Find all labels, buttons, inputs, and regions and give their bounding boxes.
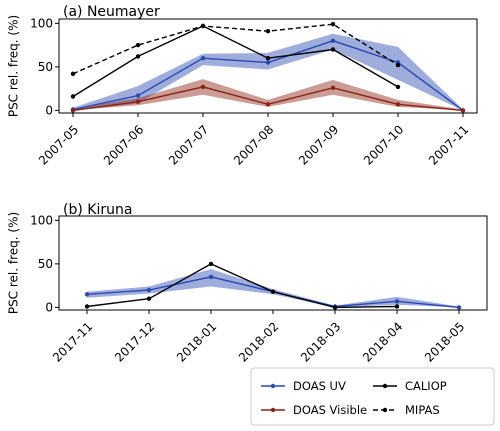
panel-title: (a) Neumayer [63,4,160,20]
x-tick-label: 2007-11 [426,122,471,167]
legend-box [250,367,495,426]
point-caliop [135,54,141,59]
point-caliop [146,296,152,301]
x-tick-label: 2018-02 [236,319,281,364]
point-caliop [394,304,400,309]
x-tick-label: 2007-06 [101,122,146,167]
point-doas-uv [394,299,400,304]
point-doas-uv [146,287,152,293]
point-doas-uv [84,292,90,297]
point-doas-uv [135,93,141,98]
series-line-mipas [72,23,399,75]
legend-label-mipas: MIPAS [405,403,440,417]
y-tick-label: 50 [38,60,53,74]
point-doas-visible [330,85,336,91]
legend-label-caliop: CALIOP [405,379,447,393]
point-doas-visible [70,108,76,113]
x-tick-label: 2017-11 [50,319,95,364]
series-line-caliop [86,263,398,309]
x-tick-label: 2018-05 [422,319,467,364]
point-doas-uv [265,60,271,65]
point-mipas [200,23,206,29]
point-caliop [270,289,276,294]
point-mipas [395,62,401,68]
point-doas-visible [135,99,141,104]
x-tick-label: 2018-03 [298,319,343,364]
legend: DOAS UV CALIOP DOAS Visible MIPAS [250,367,495,426]
point-mipas [135,42,141,48]
legend-label-doas-uv: DOAS UV [293,379,346,393]
plot-frame [58,215,488,311]
point-doas-uv [208,274,214,280]
point-doas-uv [330,38,336,43]
x-tick-label: 2018-04 [360,319,405,364]
point-doas-visible [460,108,466,113]
y-tick-label: 0 [45,300,53,314]
point-caliop [332,305,338,310]
y-tick-label: 100 [30,213,53,227]
x-tick-label: 2007-10 [361,122,406,167]
series-line-caliop [72,25,399,98]
panel-title: (b) Kiruna [63,202,132,218]
legend-marker-doas-uv [270,383,276,389]
x-tick-label: 2007-05 [36,122,81,167]
point-doas-visible [265,102,271,107]
point-mipas [70,71,76,77]
band-doas-uv [73,33,463,111]
legend-label-doas-visible: DOAS Visible [293,403,367,417]
point-mipas [265,29,271,34]
legend-marker-mipas [382,407,388,413]
point-doas-visible [200,84,206,90]
chart-panel-2: (b) Kiruna PSC rel. freq. (%) 0 50 100 2017-1… [7,202,488,365]
x-tick-label: 2018-01 [174,319,219,364]
x-tick-label: 2007-07 [166,122,211,167]
y-tick-label: 100 [30,16,53,30]
point-doas-visible [395,102,401,107]
point-caliop [208,261,214,267]
x-tick-label: 2017-12 [112,319,157,364]
y-tick-label: 50 [38,257,53,271]
y-tick-label: 0 [45,103,53,117]
point-caliop [395,84,401,90]
point-mipas [330,22,336,27]
point-caliop [70,94,76,99]
point-caliop [330,47,336,52]
x-tick-label: 2007-09 [296,122,341,167]
point-caliop [265,56,271,61]
legend-marker-doas-visible [270,407,276,413]
point-caliop [84,304,90,309]
point-doas-uv [200,56,206,61]
band-doas-uv [87,269,459,308]
chart-panel-1: (a) Neumayer PSC rel. freq. (%) 0 50 100 2007… [7,4,478,168]
y-axis-label: PSC rel. freq. (%) [7,212,21,314]
point-doas-uv [456,305,462,310]
x-tick-label: 2007-08 [231,122,276,167]
legend-marker-caliop [382,383,388,389]
y-axis-label: PSC rel. freq. (%) [7,15,21,117]
